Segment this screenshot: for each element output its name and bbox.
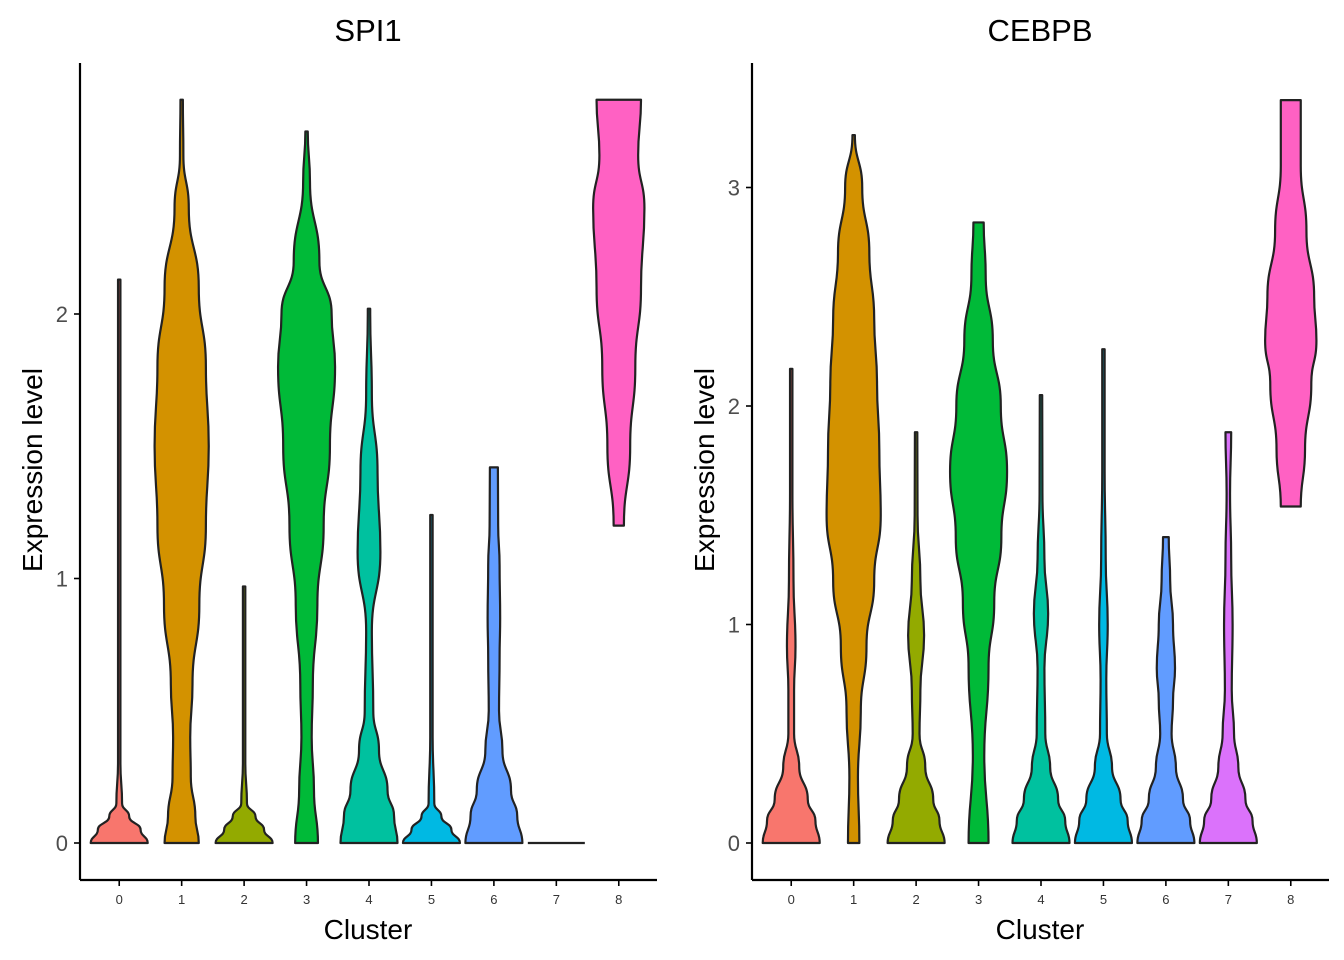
violin-cluster-2 xyxy=(886,431,946,845)
y-axis-title: Expression level xyxy=(689,368,720,572)
violin-cluster-5 xyxy=(1073,348,1134,845)
x-axis-title: Cluster xyxy=(996,914,1085,945)
x-tick-label: 2 xyxy=(240,892,247,907)
violin-cluster-1 xyxy=(825,133,882,845)
x-tick-label: 0 xyxy=(116,892,123,907)
y-tick-label: 0 xyxy=(728,831,740,856)
axes: 0 1 2 3 0 1 2 3 4 5 6 7 8 xyxy=(728,63,1329,907)
y-tick-label: 0 xyxy=(56,831,68,856)
x-tick-label: 7 xyxy=(1225,892,1232,907)
y-tick-label: 3 xyxy=(728,176,740,201)
y-tick-label: 1 xyxy=(56,567,68,592)
y-tick-label: 2 xyxy=(728,394,740,419)
violin-cluster-3 xyxy=(276,130,337,845)
x-tick-label: 1 xyxy=(178,892,185,907)
x-tick-label: 8 xyxy=(1287,892,1294,907)
violin-cluster-8 xyxy=(1264,99,1318,508)
violin-cluster-0 xyxy=(761,367,821,845)
x-tick-label: 0 xyxy=(788,892,795,907)
x-tick-label: 3 xyxy=(303,892,310,907)
y-axis-title: Expression level xyxy=(17,368,48,572)
axes: 0 1 2 0 1 2 3 4 5 6 7 8 xyxy=(56,63,657,907)
panel-cebpb: CEBPB Cluster Expression level 0 1 2 3 0 1 2 3 4… xyxy=(689,13,1329,945)
violin-cluster-0 xyxy=(89,278,149,845)
x-tick-label: 7 xyxy=(553,892,560,907)
violin-cluster-2 xyxy=(214,585,274,845)
violin-cluster-6 xyxy=(464,466,524,845)
y-tick-label: 2 xyxy=(56,302,68,327)
x-tick-label: 3 xyxy=(975,892,982,907)
violin-cluster-8 xyxy=(592,98,646,527)
violin-cluster-1 xyxy=(153,98,210,845)
panel-spi1: SPI1 Cluster Expression level 0 1 2 0 1 2 3 4 5 6… xyxy=(17,13,657,945)
violin-cluster-5 xyxy=(401,513,462,845)
x-tick-label: 5 xyxy=(428,892,435,907)
x-axis-title: Cluster xyxy=(324,914,413,945)
x-tick-label: 4 xyxy=(365,892,372,907)
x-tick-label: 1 xyxy=(850,892,857,907)
x-tick-label: 4 xyxy=(1037,892,1044,907)
x-tick-label: 8 xyxy=(615,892,622,907)
x-tick-label: 5 xyxy=(1100,892,1107,907)
violin-group xyxy=(761,99,1318,845)
chart-title: CEBPB xyxy=(987,13,1092,48)
x-tick-label: 6 xyxy=(1162,892,1169,907)
violin-cluster-6 xyxy=(1136,536,1196,845)
violin-cluster-7 xyxy=(1198,431,1258,845)
violin-cluster-3 xyxy=(948,221,1009,845)
violin-group xyxy=(89,98,646,845)
x-tick-label: 6 xyxy=(490,892,497,907)
chart-title: SPI1 xyxy=(334,13,401,48)
y-tick-label: 1 xyxy=(728,613,740,638)
violin-cluster-4 xyxy=(339,307,399,845)
violin-cluster-4 xyxy=(1011,393,1071,845)
x-tick-label: 2 xyxy=(912,892,919,907)
